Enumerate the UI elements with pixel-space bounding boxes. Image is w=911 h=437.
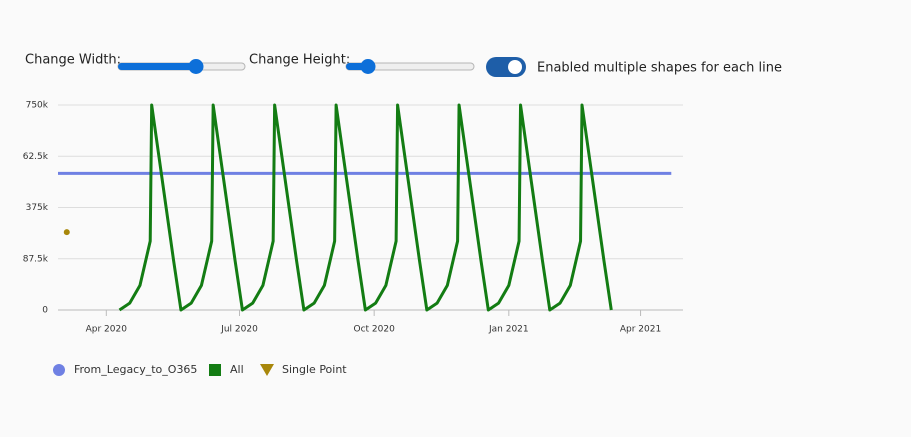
slider-fill [118, 63, 196, 70]
x-tick-label: Oct 2020 [353, 325, 395, 335]
x-tick-label: Jul 2020 [220, 325, 258, 335]
legend-marker [209, 364, 221, 376]
y-tick-label: 87.5k [23, 254, 49, 264]
height-label: Change Height: [249, 53, 350, 68]
y-tick-label: 0 [42, 306, 48, 316]
width-slider[interactable] [117, 59, 246, 74]
slider-thumb[interactable] [360, 59, 376, 74]
y-tick-label: 750k [26, 101, 49, 111]
legend-label: From_Legacy_to_O365 [74, 363, 197, 376]
y-tick-label: 375k [26, 203, 49, 213]
legend-item: All [209, 363, 244, 376]
legend-label: Single Point [282, 363, 347, 376]
data-point [63, 229, 70, 236]
legend-item: From_Legacy_to_O365 [53, 363, 197, 376]
slider-thumb[interactable] [188, 59, 204, 74]
y-tick-label: 62.5k [23, 152, 49, 162]
chart: 0 87.5k 375k 62.5k 750k Apr 2020 Jul 2020 Oct 2… [23, 101, 683, 376]
legend-marker [53, 364, 65, 376]
legend-label: All [230, 363, 244, 376]
x-tick-label: Jan 2021 [488, 325, 529, 335]
legend-item: Single Point [260, 363, 347, 376]
width-label: Change Width: [25, 53, 121, 68]
toggle[interactable] [486, 57, 526, 77]
legend-marker [260, 364, 274, 376]
x-tick-label: Apr 2021 [620, 325, 661, 335]
series-line [118, 103, 613, 312]
toggle-knob [508, 60, 522, 74]
height-slider[interactable] [345, 59, 475, 74]
x-tick-label: Apr 2020 [86, 325, 128, 335]
toggle-label: Enabled multiple shapes for each line [537, 61, 782, 76]
